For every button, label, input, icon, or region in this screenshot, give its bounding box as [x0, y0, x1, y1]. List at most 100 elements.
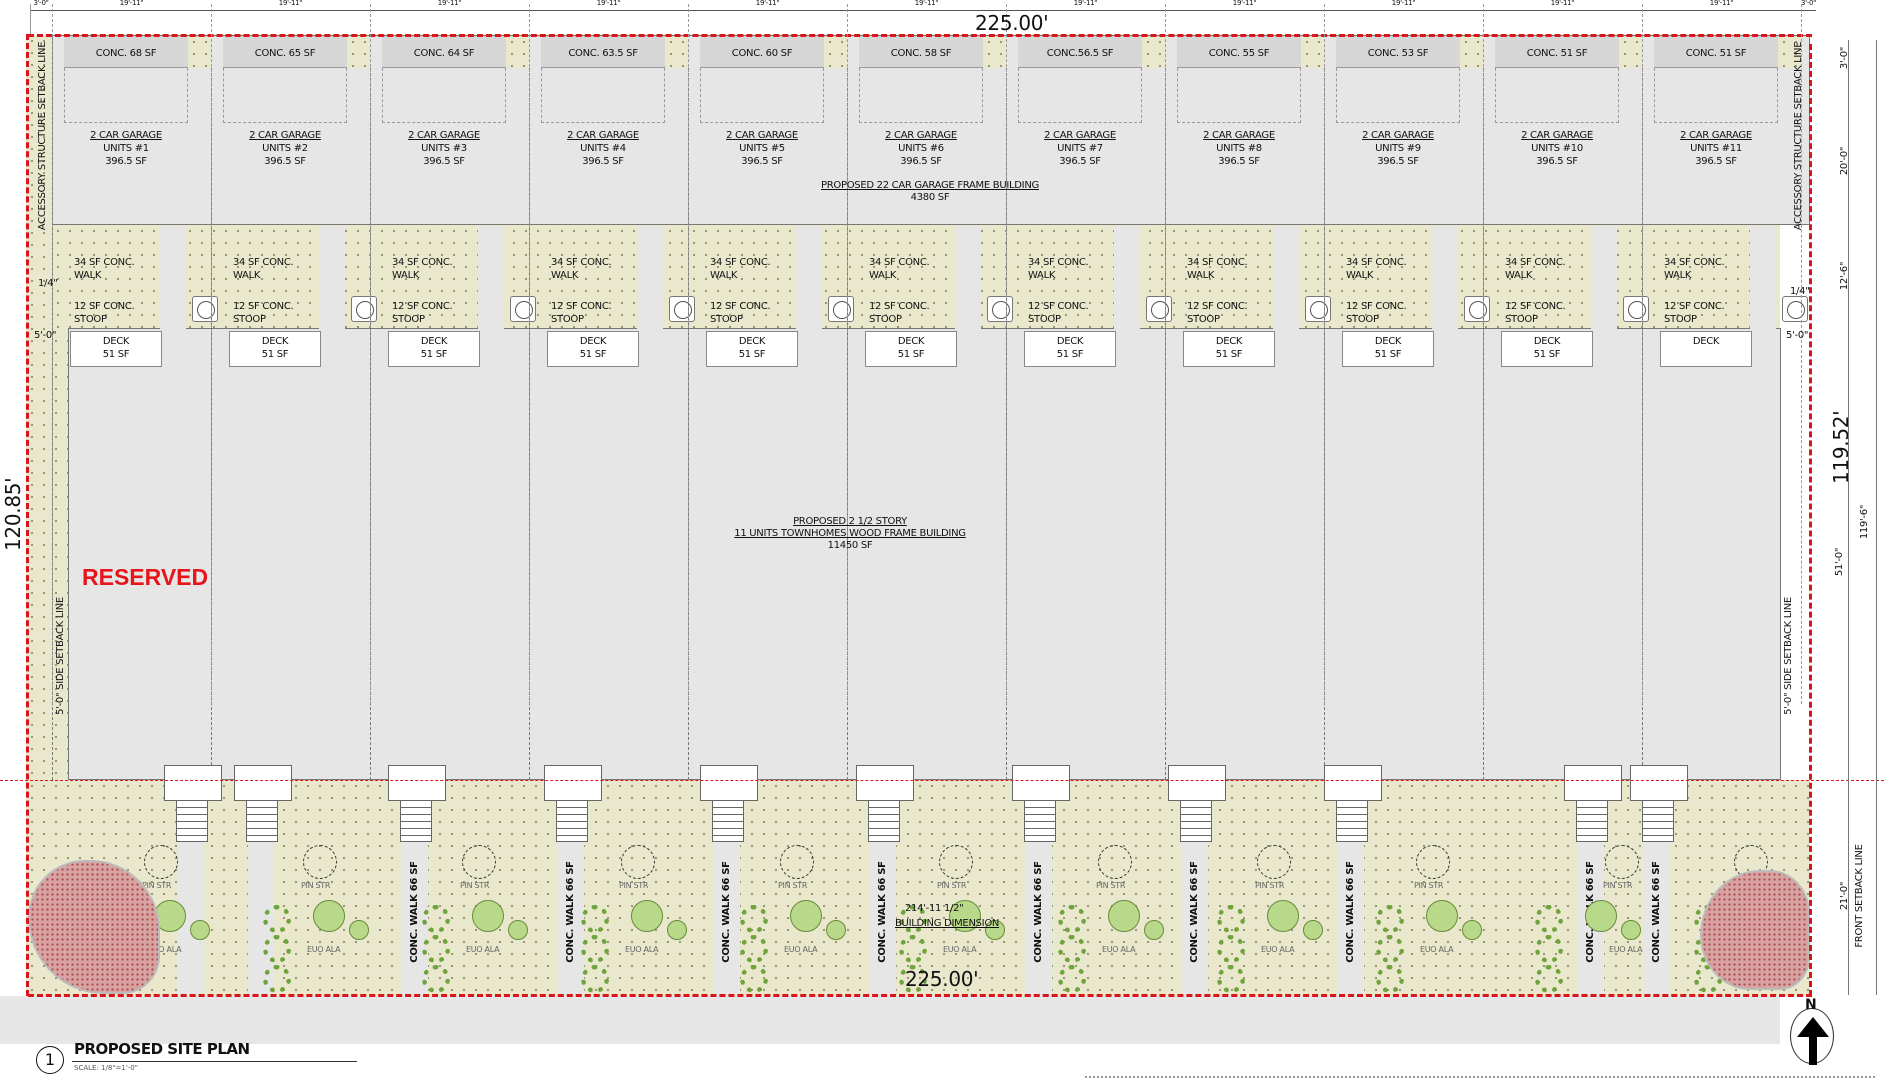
walk-label-1: 34 SF CONC.: [1505, 257, 1566, 268]
conc-label: CONC. 64 SF: [413, 48, 475, 59]
walk-label-1: 34 SF CONC.: [710, 257, 771, 268]
stairs: [1642, 800, 1674, 842]
dimension-tick: [529, 4, 530, 704]
top-total-dimension: 225.00': [975, 11, 1049, 35]
conc-pad: [382, 36, 506, 68]
property-line-top: [28, 34, 1812, 37]
walk-label-2: WALK: [869, 270, 897, 281]
tree-icon: [313, 900, 345, 932]
stoop-label-1: 12 SF CONC.: [392, 301, 453, 312]
deck: DECK 51 SF: [1024, 331, 1116, 367]
unit-number: UNITS #8: [1216, 143, 1262, 154]
garage-door-outline: [1018, 68, 1142, 123]
garage-area: 396.5 SF: [1059, 156, 1101, 167]
pine-label: PIN STR: [1096, 881, 1126, 890]
stoop-label-1: 12 SF CONC.: [1505, 301, 1566, 312]
top-dimension-line: [30, 10, 1816, 11]
shrub-icon: [581, 965, 609, 993]
garage-label: 2 CAR GARAGE: [1680, 130, 1752, 141]
conc-pad: [223, 36, 347, 68]
shrub-icon: [1058, 905, 1086, 933]
deck: DECK 51 SF: [865, 331, 957, 367]
deck: DECK 51 SF: [70, 331, 162, 367]
deck: DECK 51 SF: [706, 331, 798, 367]
shrub-icon: [1535, 965, 1563, 993]
garage-label: 2 CAR GARAGE: [885, 130, 957, 141]
townhome-area: 11450 SF: [827, 540, 873, 551]
garage-label: 2 CAR GARAGE: [1521, 130, 1593, 141]
ac-unit-icon: [828, 296, 854, 322]
walk-gray: [478, 226, 504, 329]
deck-label: DECK: [1692, 336, 1720, 347]
townhome-line2: 11 UNITS TOWNHOMES WOOD FRAME BUILDING: [734, 528, 966, 539]
deck-label: DECK: [738, 336, 766, 347]
left-quarter-dim: 1/4": [38, 278, 58, 289]
garage-label: 2 CAR GARAGE: [1044, 130, 1116, 141]
pine-tree-icon: [621, 845, 655, 879]
top-dimension-segment: 19'-11": [1073, 0, 1098, 7]
deck-area: 51 SF: [579, 349, 607, 360]
walk-label-2: WALK: [1505, 270, 1533, 281]
conc-gap: [1619, 36, 1642, 68]
garage-area: 396.5 SF: [423, 156, 465, 167]
conc-pad: [1495, 36, 1619, 68]
stoop-label-2: STOOP: [1346, 314, 1379, 325]
front-yard: [26, 780, 1810, 996]
walk-gray: [637, 226, 663, 329]
garage-door-outline: [223, 68, 347, 123]
stoop-label-2: STOOP: [74, 314, 107, 325]
north-arrow-shaft: [1809, 1035, 1817, 1065]
garage-door-outline: [1495, 68, 1619, 123]
stoop-label-2: STOOP: [1028, 314, 1061, 325]
property-line-left: [26, 34, 29, 996]
deck: DECK 51 SF: [1183, 331, 1275, 367]
top-dimension-segment: 19'-11": [1550, 0, 1575, 7]
shrub-icon: [1535, 935, 1563, 963]
fine-print: [1085, 1076, 1875, 1078]
conc-pad: [1177, 36, 1301, 68]
deck-label: DECK: [102, 336, 130, 347]
front-walk: [1182, 842, 1208, 996]
deck-label: DECK: [579, 336, 607, 347]
conc-gap: [665, 36, 688, 68]
front-walk: [1026, 842, 1052, 996]
tree-icon: [985, 920, 1005, 940]
top-dimension-segment: 19'-11": [1232, 0, 1257, 7]
garage-label: 2 CAR GARAGE: [1203, 130, 1275, 141]
pine-tree-icon: [1605, 845, 1639, 879]
townhome-building: [68, 328, 1781, 780]
unit-number: UNITS #5: [739, 143, 785, 154]
right-building-dimension: 51'-0": [1834, 547, 1845, 577]
bottom-total-dimension: 225.00': [905, 967, 979, 991]
walk-label-2: WALK: [1187, 270, 1215, 281]
walk-label-2: WALK: [1028, 270, 1056, 281]
pine-label: PIN STR: [1414, 881, 1444, 890]
walk-gray: [796, 226, 822, 329]
stoop-label-1: 12 SF CONC.: [233, 301, 294, 312]
conc-gap: [983, 36, 1006, 68]
conc-label: CONC. 51 SF: [1526, 48, 1588, 59]
euonymus-label: EUO ALA: [148, 945, 182, 954]
ac-unit-icon: [192, 296, 218, 322]
dimension-tick: [30, 4, 31, 34]
shrub-icon: [899, 935, 927, 963]
walk-gray: [955, 226, 981, 329]
sidewalk: [0, 996, 1780, 1044]
shrub-icon: [1058, 935, 1086, 963]
right-dimension-line: [1848, 40, 1849, 995]
north-arrow-icon: [1797, 1017, 1829, 1037]
deck-area: 51 SF: [1374, 349, 1402, 360]
garage-area: 396.5 SF: [582, 156, 624, 167]
garage-building-title: PROPOSED 22 CAR GARAGE FRAME BUILDING 43…: [780, 180, 1080, 204]
conc-gap: [1460, 36, 1483, 68]
garage-area: 396.5 SF: [741, 156, 783, 167]
dimension-tick: [211, 4, 212, 704]
garage-label: 2 CAR GARAGE: [567, 130, 639, 141]
walk-label-2: WALK: [392, 270, 420, 281]
dimension-tick: [688, 4, 689, 704]
walk-label-1: 34 SF CONC.: [74, 257, 135, 268]
conc-pad: [64, 36, 188, 68]
pine-tree-icon: [939, 845, 973, 879]
stairs: [712, 800, 744, 842]
garage-building-area: 4380 SF: [910, 192, 950, 203]
